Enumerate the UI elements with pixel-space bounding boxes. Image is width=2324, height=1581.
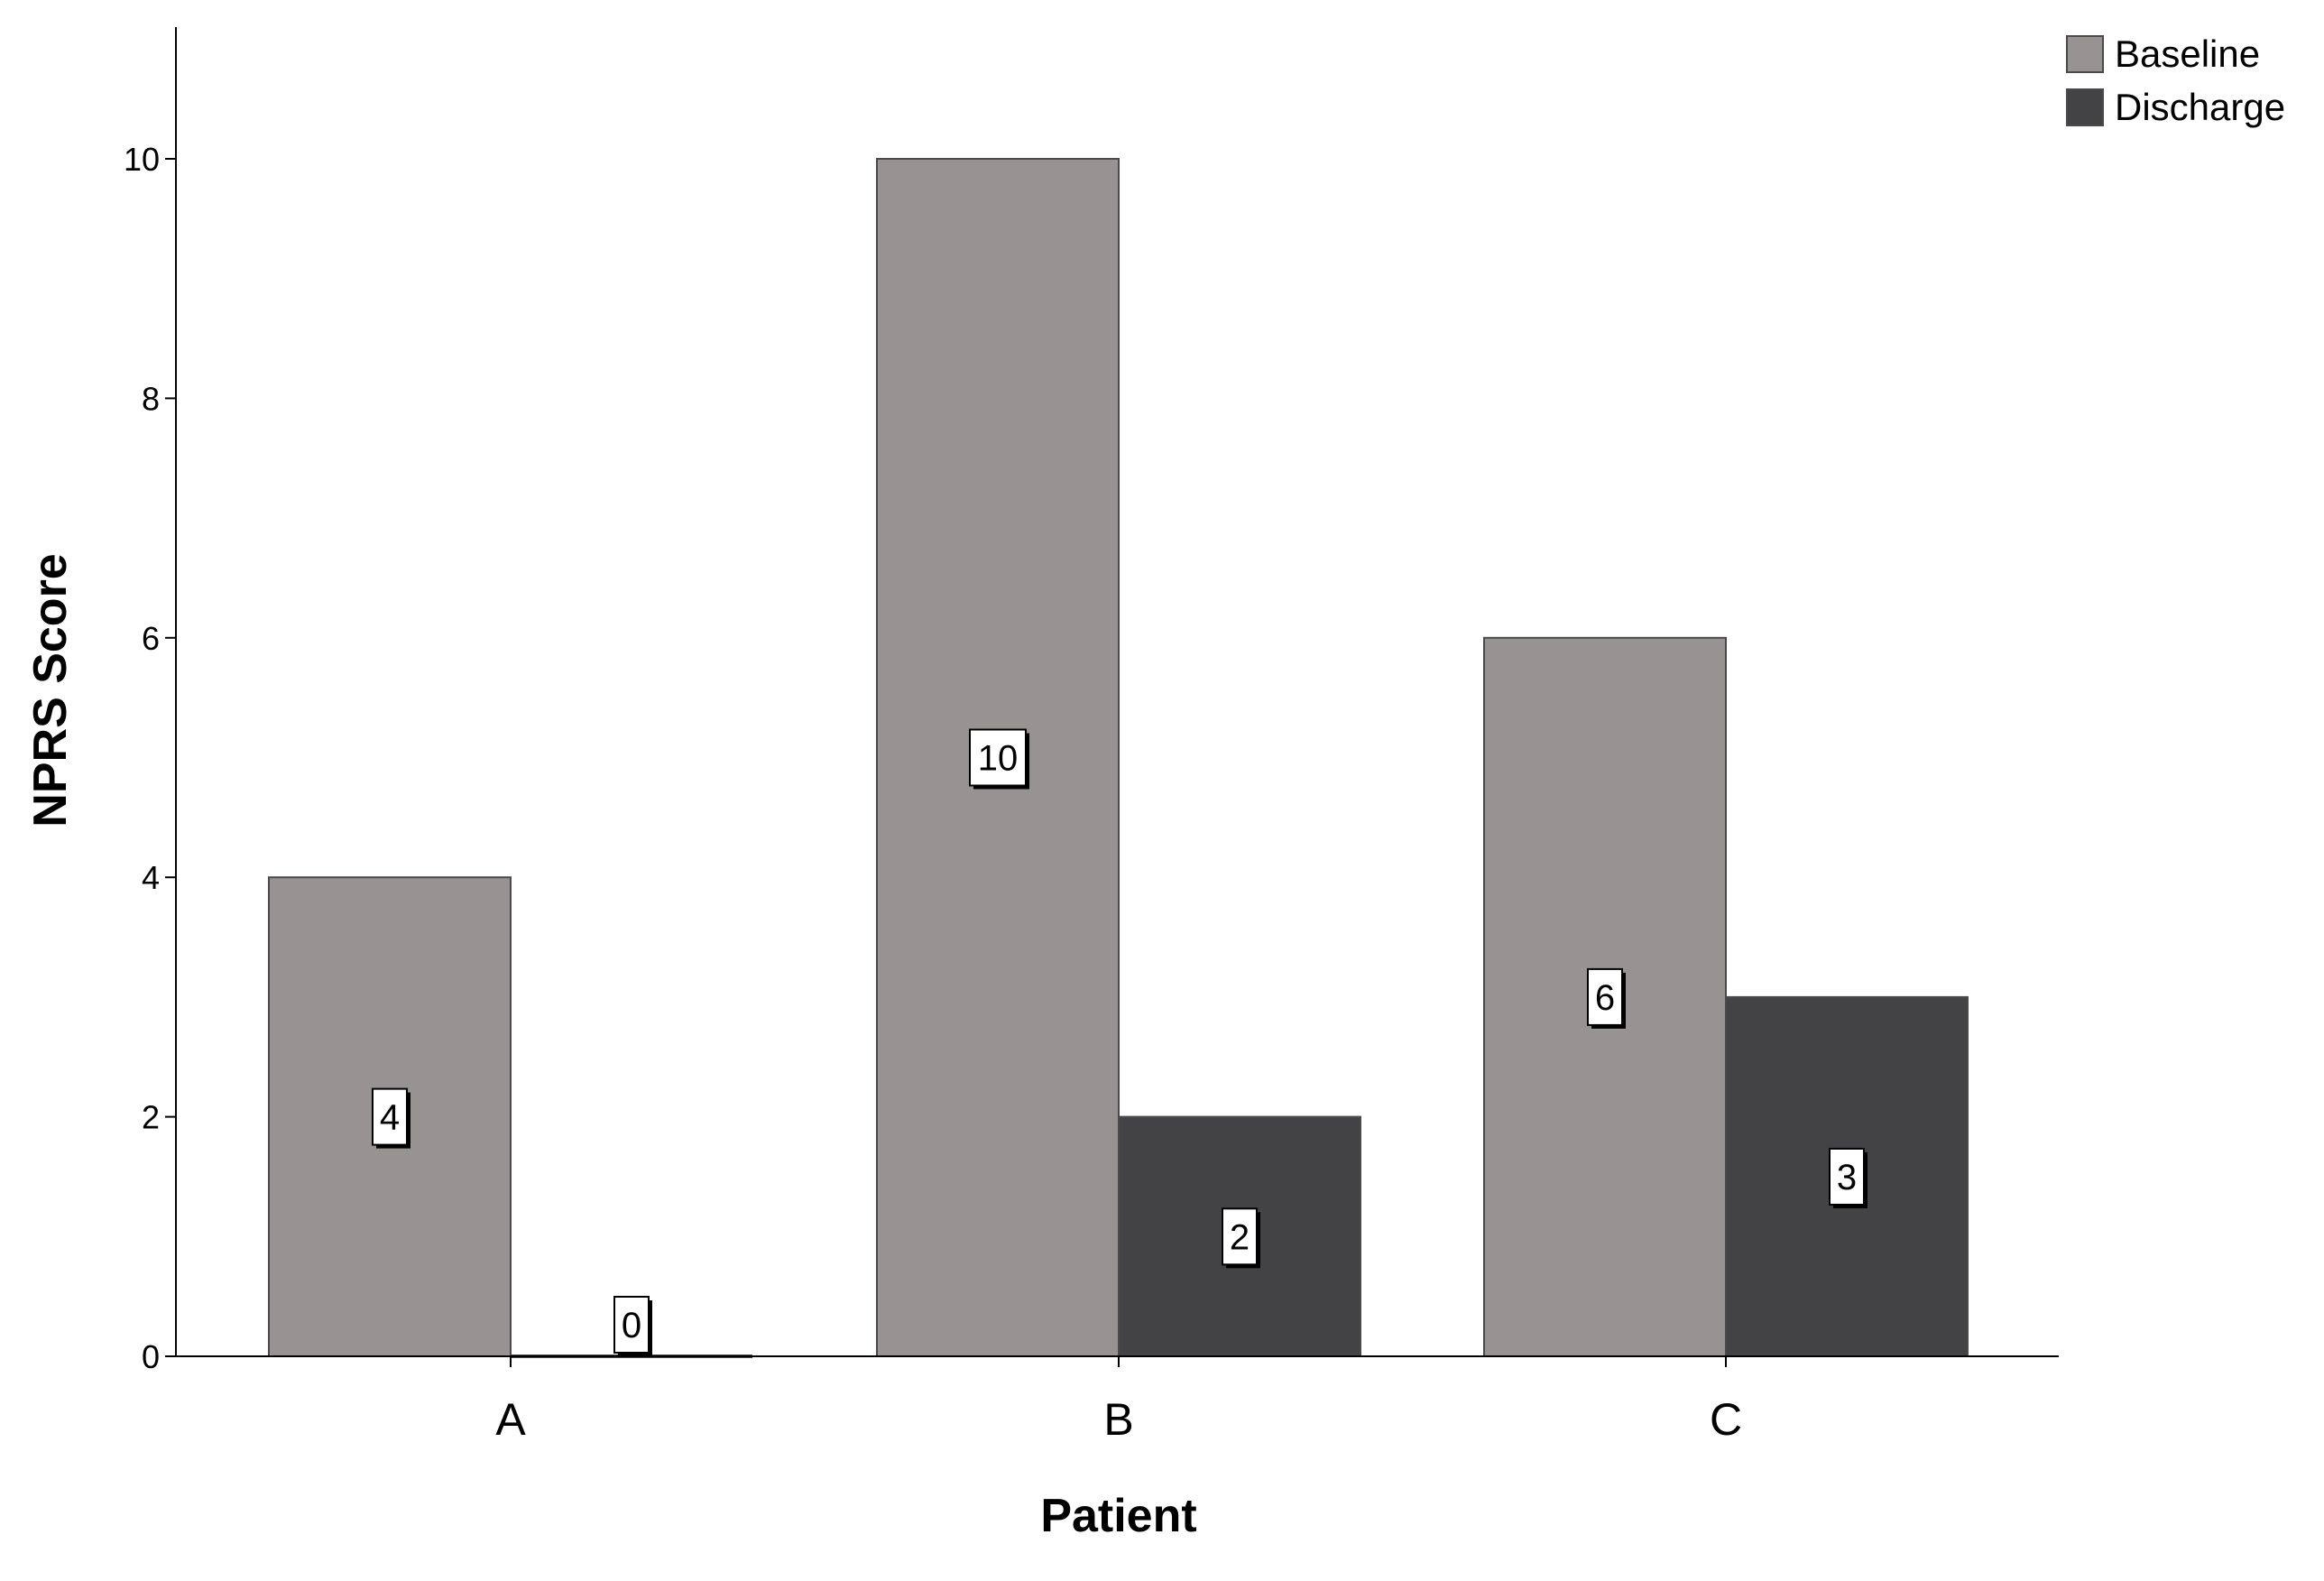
x-axis-title: Patient — [1040, 1490, 1196, 1542]
data-label-value: 3 — [1837, 1158, 1857, 1197]
legend: Baseline Discharge — [2066, 32, 2285, 128]
data-label: 10 — [969, 728, 1029, 790]
y-tick-label: 0 — [142, 1338, 160, 1375]
data-label-value: 4 — [380, 1098, 400, 1138]
x-ticks: A B C — [495, 1356, 1742, 1445]
data-label-box — [613, 1296, 650, 1354]
legend-label: Baseline — [2115, 32, 2260, 75]
data-label-box — [1829, 1147, 1865, 1206]
x-tick-label: C — [1710, 1394, 1742, 1445]
y-tick-label: 10 — [124, 141, 160, 178]
data-label-value: 6 — [1595, 978, 1615, 1018]
legend-item-baseline: Baseline — [2066, 32, 2260, 75]
data-label-value: 2 — [1230, 1217, 1250, 1257]
y-tick-label: 8 — [142, 380, 160, 417]
data-label: 6 — [1587, 967, 1626, 1029]
data-label-box — [372, 1087, 408, 1146]
data-label-box — [1222, 1207, 1258, 1266]
y-tick-label: 6 — [142, 620, 160, 657]
data-label-box — [969, 728, 1027, 787]
bars-layer — [268, 158, 1969, 1358]
data-label: 3 — [1829, 1147, 1868, 1208]
legend-swatch — [2066, 88, 2104, 126]
y-tick-label: 4 — [142, 859, 160, 896]
data-labels: 4 0 10 2 6 3 — [372, 728, 1868, 1356]
legend-swatch — [2066, 35, 2104, 73]
axes-layer — [175, 27, 2059, 1357]
y-axis-title: NPRS Score — [24, 553, 77, 827]
y-ticks: 0 2 4 6 8 10 — [124, 141, 176, 1375]
legend-label: Discharge — [2115, 86, 2285, 128]
y-tick-label: 2 — [142, 1099, 160, 1136]
x-tick-label: A — [495, 1394, 526, 1445]
data-label-value: 10 — [978, 739, 1019, 779]
data-label: 4 — [372, 1087, 410, 1149]
data-label: 0 — [613, 1296, 652, 1356]
data-label-box — [1587, 967, 1623, 1026]
x-tick-label: B — [1103, 1394, 1133, 1445]
data-label-value: 0 — [622, 1306, 641, 1345]
legend-item-discharge: Discharge — [2066, 86, 2285, 128]
data-label: 2 — [1222, 1207, 1260, 1269]
